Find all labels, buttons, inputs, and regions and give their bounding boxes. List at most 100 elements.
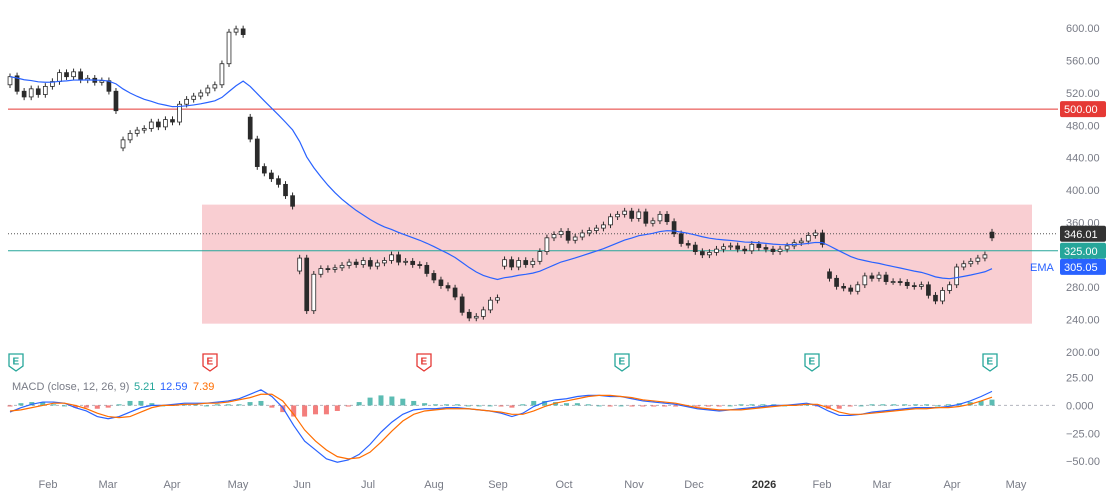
candle bbox=[537, 248, 543, 265]
candle-body bbox=[622, 210, 627, 215]
candle-body bbox=[360, 260, 366, 265]
candle-body bbox=[919, 284, 924, 287]
candle bbox=[339, 262, 345, 272]
macd-histogram-bar bbox=[891, 404, 897, 406]
candle-body bbox=[926, 284, 931, 296]
macd-histogram-bar bbox=[880, 404, 886, 406]
macd-histogram-bar bbox=[705, 405, 711, 407]
candle-body bbox=[148, 121, 154, 129]
candle bbox=[594, 224, 599, 234]
candle-body bbox=[777, 248, 783, 252]
candle bbox=[283, 181, 288, 199]
price-tick-label: 600.00 bbox=[1066, 23, 1100, 35]
macd-histogram-bar bbox=[585, 404, 591, 406]
candle bbox=[410, 258, 416, 268]
candle bbox=[254, 135, 260, 170]
macd-histogram-bar bbox=[105, 405, 111, 408]
candle bbox=[156, 118, 161, 131]
candle bbox=[219, 60, 225, 89]
macd-histogram-bar bbox=[127, 400, 133, 406]
macd-histogram-bar bbox=[203, 405, 209, 407]
candle-body bbox=[389, 254, 394, 261]
candle bbox=[933, 292, 938, 305]
candle bbox=[947, 281, 952, 294]
candle bbox=[558, 228, 564, 238]
macd-histogram-bar bbox=[7, 405, 13, 407]
macd-histogram-bar bbox=[989, 399, 995, 406]
candle bbox=[50, 78, 55, 90]
price-level-badge bbox=[1060, 225, 1106, 242]
macd-histogram-bar bbox=[607, 405, 613, 407]
macd-histogram-bar bbox=[651, 405, 657, 407]
earnings-marker: E bbox=[8, 353, 24, 372]
candle bbox=[28, 85, 34, 101]
price-tick-label: 520.00 bbox=[1066, 88, 1100, 100]
candle-body bbox=[247, 116, 253, 140]
candle-body bbox=[375, 262, 380, 267]
candle-body bbox=[134, 129, 140, 134]
macd-tick-label: 25.00 bbox=[1066, 373, 1094, 385]
macd-legend: MACD (close, 12, 26, 9) 5.21 12.59 7.39 bbox=[12, 381, 214, 393]
macd-histogram-bar bbox=[858, 405, 864, 407]
candle-body bbox=[445, 285, 451, 289]
candle bbox=[608, 213, 613, 229]
candle-body bbox=[805, 234, 811, 242]
price-tick-label: 200.00 bbox=[1066, 347, 1100, 359]
candle bbox=[516, 257, 522, 271]
time-axis-label: Sep bbox=[488, 479, 508, 491]
macd-histogram-bar bbox=[411, 400, 417, 406]
candle-body bbox=[64, 72, 69, 78]
candle bbox=[226, 28, 232, 67]
time-axis-label: Apr bbox=[163, 479, 180, 491]
candle bbox=[911, 282, 917, 290]
price-tick-label: 240.00 bbox=[1066, 315, 1100, 327]
macd-histogram-bar bbox=[869, 404, 875, 406]
candle-body bbox=[403, 260, 408, 263]
earnings-marker-label: E bbox=[207, 357, 214, 368]
candle bbox=[770, 245, 776, 255]
candle bbox=[14, 72, 20, 95]
candle-body bbox=[798, 240, 804, 244]
macd-tick-label: 0.000 bbox=[1066, 400, 1094, 412]
candle bbox=[134, 126, 140, 137]
candle bbox=[353, 258, 359, 268]
candle bbox=[473, 313, 479, 322]
price-tick-label: 480.00 bbox=[1066, 120, 1100, 132]
price-level-label: 500.00 bbox=[1064, 104, 1098, 116]
candle bbox=[113, 88, 119, 114]
macd-histogram-bar bbox=[934, 405, 940, 407]
macd-histogram-bar bbox=[138, 400, 144, 406]
candle-body bbox=[714, 248, 719, 253]
candle bbox=[834, 275, 839, 290]
macd-histogram-bar bbox=[356, 402, 362, 406]
range-box bbox=[202, 204, 1032, 324]
candle-body bbox=[940, 290, 945, 302]
macd-histogram-bar bbox=[225, 404, 231, 406]
candle bbox=[42, 83, 48, 98]
candle bbox=[622, 207, 627, 218]
candle bbox=[643, 208, 649, 227]
candle bbox=[565, 228, 571, 244]
macd-histogram-bar bbox=[400, 398, 406, 406]
macd-histogram-bar bbox=[302, 405, 308, 417]
candle-body bbox=[890, 281, 896, 283]
price-tick-label: 440.00 bbox=[1066, 153, 1100, 165]
candle bbox=[35, 85, 41, 98]
candle bbox=[820, 229, 825, 248]
candle-body bbox=[191, 95, 197, 100]
candle bbox=[360, 257, 366, 268]
candle-body bbox=[438, 279, 444, 286]
candle-body bbox=[784, 245, 790, 250]
macd-histogram-bar bbox=[509, 405, 515, 408]
candle bbox=[841, 283, 846, 292]
macd-histogram-bar bbox=[40, 402, 46, 406]
candle bbox=[466, 309, 472, 322]
candle bbox=[777, 245, 783, 255]
candle-body bbox=[177, 103, 182, 123]
candle-body bbox=[346, 261, 352, 266]
candle-body bbox=[735, 245, 741, 250]
time-axis-label: May bbox=[228, 479, 249, 491]
signal-line bbox=[9, 393, 993, 460]
candle-body bbox=[650, 220, 656, 224]
candle-body bbox=[7, 76, 13, 86]
